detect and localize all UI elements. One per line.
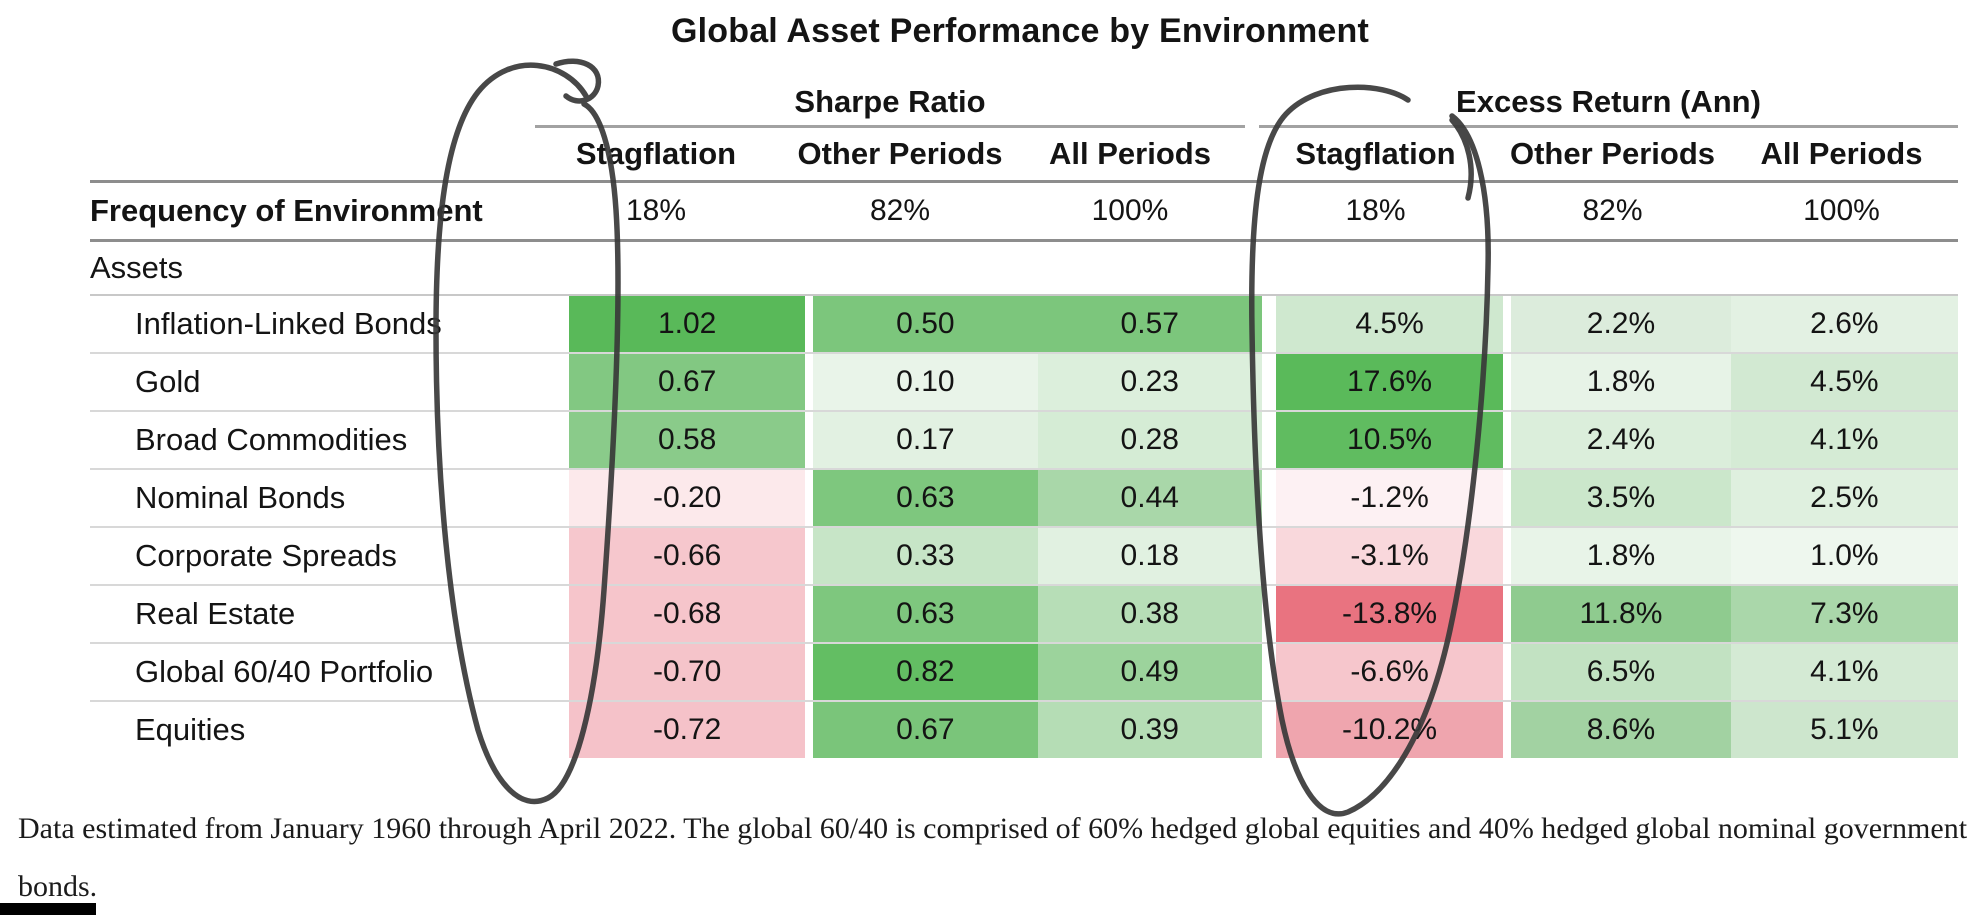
heatmap-cell: 2.5% <box>1730 470 1959 526</box>
heatmap-cell: 1.0% <box>1730 528 1959 584</box>
group-header-spacer <box>90 58 535 128</box>
column-header-stagflation: Stagflation <box>1295 136 1456 171</box>
heatmap-cell: -10.2% <box>1275 702 1504 758</box>
heatmap-cell: 4.5% <box>1275 296 1504 352</box>
assets-section-label: Assets <box>90 250 184 285</box>
heatmap-cell: 4.1% <box>1730 412 1959 468</box>
frequency-row: Frequency of Environment 18% 82% 100% 18… <box>90 183 1958 242</box>
asset-row: Corporate Spreads -0.66 0.33 0.18 -3.1% 1.8% 1… <box>90 528 1959 586</box>
heatmap-cell: -13.8% <box>1275 586 1504 642</box>
group-header-sharpe-ratio: Sharpe Ratio <box>535 58 1245 128</box>
asset-performance-table: Sharpe Ratio Excess Return (Ann) Stagfla… <box>90 58 1959 758</box>
heatmap-cell: -0.20 <box>569 470 806 526</box>
asset-label: Global 60/40 Portfolio <box>135 654 434 689</box>
asset-row: Inflation-Linked Bonds 1.02 0.50 0.57 4.5% 2.… <box>90 296 1959 354</box>
heatmap-cell: 0.67 <box>813 702 1038 758</box>
heatmap-cell: -1.2% <box>1275 470 1504 526</box>
heatmap-cell: -6.6% <box>1275 644 1504 700</box>
heatmap-cell: 5.1% <box>1730 702 1959 758</box>
frequency-value: 18% <box>625 194 687 227</box>
asset-row: Equities -0.72 0.67 0.39 -10.2% 8.6% 5.1% <box>90 702 1959 758</box>
asset-label: Gold <box>135 364 201 399</box>
heatmap-cell: 6.5% <box>1511 644 1731 700</box>
asset-rows-container: Inflation-Linked Bonds 1.02 0.50 0.57 4.5% 2.… <box>90 296 1959 758</box>
column-header-row: Stagflation Other Periods All Periods St… <box>90 128 1958 183</box>
heatmap-cell: 0.63 <box>813 470 1038 526</box>
column-header-other-periods: Other Periods <box>797 136 1003 171</box>
heatmap-cell: 0.58 <box>569 412 806 468</box>
heatmap-cell: 4.1% <box>1730 644 1959 700</box>
heatmap-cell: 11.8% <box>1511 586 1731 642</box>
column-header-all-periods: All Periods <box>1760 136 1923 171</box>
asset-row: Global 60/40 Portfolio -0.70 0.82 0.49 -6.6%… <box>90 644 1959 702</box>
frequency-row-label: Frequency of Environment <box>90 193 483 228</box>
column-header-stagflation: Stagflation <box>575 136 737 171</box>
page-title: Global Asset Performance by Environment <box>670 12 1370 50</box>
asset-row: Real Estate -0.68 0.63 0.38 -13.8% 11.8% 7.3% <box>90 586 1959 644</box>
asset-row: Broad Commodities 0.58 0.17 0.28 10.5% 2.4% 4.… <box>90 412 1959 470</box>
heatmap-cell: 1.8% <box>1511 354 1731 410</box>
heatmap-cell: -0.72 <box>569 702 806 758</box>
heatmap-cell: -0.66 <box>569 528 806 584</box>
heatmap-cell: 0.38 <box>1037 586 1262 642</box>
heatmap-cell: 0.10 <box>813 354 1038 410</box>
heatmap-cell: 2.6% <box>1730 296 1959 352</box>
column-header-all-periods: All Periods <box>1049 136 1211 171</box>
heatmap-cell: -0.70 <box>569 644 806 700</box>
heatmap-cell: 1.02 <box>569 296 806 352</box>
assets-section-row: Assets <box>90 242 1958 296</box>
heatmap-cell: 0.49 <box>1037 644 1262 700</box>
heatmap-cell: 0.28 <box>1037 412 1262 468</box>
heatmap-cell: 0.17 <box>813 412 1038 468</box>
heatmap-cell: 0.18 <box>1037 528 1262 584</box>
heatmap-cell: 0.63 <box>813 586 1038 642</box>
frequency-value: 100% <box>1091 194 1169 227</box>
heatmap-cell: 10.5% <box>1275 412 1504 468</box>
heatmap-cell: 0.50 <box>813 296 1038 352</box>
asset-label: Corporate Spreads <box>135 538 397 573</box>
asset-label: Nominal Bonds <box>135 480 346 515</box>
heatmap-cell: 7.3% <box>1730 586 1959 642</box>
column-header-spacer <box>90 128 535 180</box>
group-header-row: Sharpe Ratio Excess Return (Ann) <box>90 58 1958 128</box>
asset-label: Broad Commodities <box>135 422 408 457</box>
group-header-excess-return: Excess Return (Ann) <box>1259 58 1958 128</box>
heatmap-cell: 0.57 <box>1037 296 1262 352</box>
frequency-value: 82% <box>1582 194 1643 227</box>
frequency-value: 82% <box>869 194 931 227</box>
footnote: Data estimated from January 1960 through… <box>18 812 1968 903</box>
frequency-value: 18% <box>1345 194 1406 227</box>
asset-label: Inflation-Linked Bonds <box>135 306 442 341</box>
heatmap-cell: 8.6% <box>1511 702 1731 758</box>
heatmap-cell: 0.39 <box>1037 702 1262 758</box>
asset-label: Real Estate <box>135 596 296 631</box>
heatmap-cell: 2.4% <box>1511 412 1731 468</box>
heatmap-cell: 0.82 <box>813 644 1038 700</box>
heatmap-cell: 1.8% <box>1511 528 1731 584</box>
frequency-value: 100% <box>1803 194 1880 227</box>
heatmap-cell: -3.1% <box>1275 528 1504 584</box>
heatmap-cell: -0.68 <box>569 586 806 642</box>
heatmap-cell: 4.5% <box>1730 354 1959 410</box>
heatmap-cell: 0.67 <box>569 354 806 410</box>
asset-label: Equities <box>135 712 246 747</box>
heatmap-cell: 17.6% <box>1275 354 1504 410</box>
heatmap-cell: 3.5% <box>1511 470 1731 526</box>
heatmap-cell: 0.44 <box>1037 470 1262 526</box>
column-header-other-periods: Other Periods <box>1510 136 1715 171</box>
scan-artifact-bar <box>0 903 96 915</box>
asset-row: Nominal Bonds -0.20 0.63 0.44 -1.2% 3.5% 2.5% <box>90 470 1959 528</box>
asset-row: Gold 0.67 0.10 0.23 17.6% 1.8% 4.5% <box>90 354 1959 412</box>
heatmap-cell: 2.2% <box>1511 296 1731 352</box>
heatmap-cell: 0.33 <box>813 528 1038 584</box>
heatmap-cell: 0.23 <box>1037 354 1262 410</box>
